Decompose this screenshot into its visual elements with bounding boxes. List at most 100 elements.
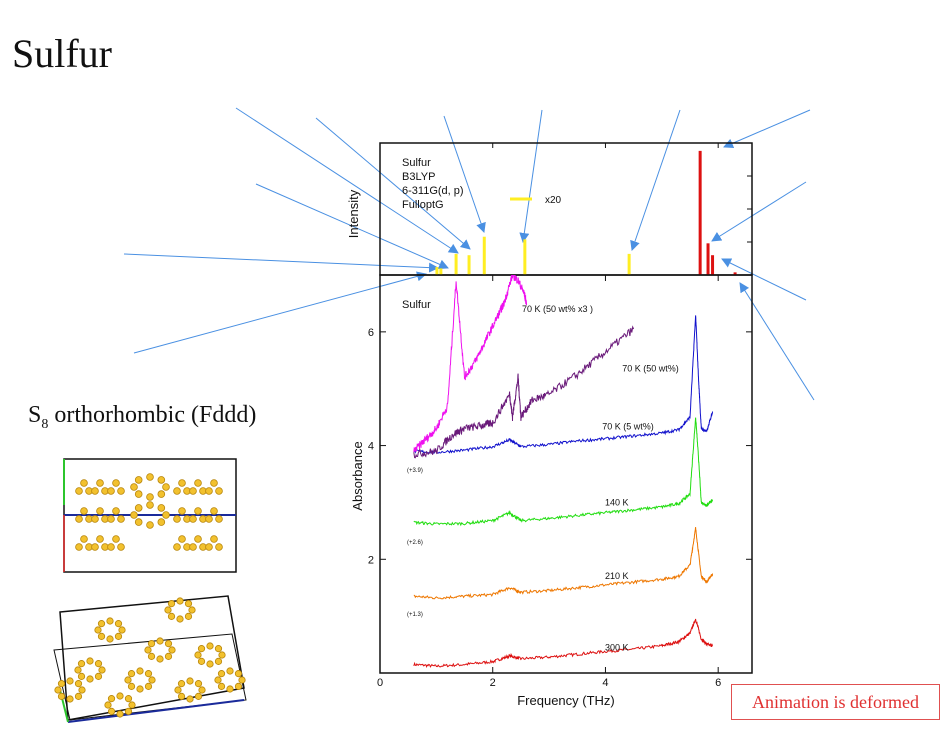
series-label: 70 K (50 wt%): [622, 364, 679, 374]
subtitle-text: orthorhombic (Fddd): [48, 402, 257, 428]
sulfur-atom: [124, 676, 132, 684]
frequency-axis-label: Frequency (THz): [517, 693, 615, 708]
sulfur-atom: [124, 707, 133, 715]
sulfur-atom: [173, 515, 181, 523]
spectrum-line: [413, 325, 635, 459]
sulfur-atom: [77, 672, 86, 680]
x-tick-label: 2: [490, 677, 496, 689]
sulfur-atom: [156, 655, 164, 663]
sulfur-atom: [178, 479, 186, 487]
sulfur-atom: [57, 692, 66, 700]
sulfur-atom: [75, 543, 83, 551]
sulfur-atom: [173, 543, 181, 551]
sulfur-atom: [97, 620, 106, 628]
sulfur-atom: [114, 632, 123, 640]
sulfur-atom: [177, 692, 186, 700]
y-tick-label: 4: [368, 441, 374, 453]
sulfur-atom: [205, 515, 213, 523]
sulfur-atom: [148, 676, 156, 684]
animation-deformed-badge: Animation is deformed: [731, 684, 940, 720]
sulfur-atom: [186, 677, 194, 685]
sulfur-atom: [162, 511, 170, 519]
sulfur-atom: [75, 487, 83, 495]
sulfur-atom: [176, 615, 184, 623]
sulfur-atom: [214, 676, 222, 684]
sulfur-atom: [164, 652, 173, 660]
sulfur-atom: [96, 479, 104, 487]
sulfur-atom: [197, 657, 206, 665]
sulfur-atom: [194, 680, 203, 688]
series-label: 300 K: [605, 642, 629, 652]
sulfur-atom: [94, 660, 103, 668]
crystal-structure-top-view: [63, 458, 237, 573]
mode-arrow: [630, 109, 681, 251]
mode-arrow: [123, 253, 439, 273]
sulfur-atom: [164, 606, 172, 614]
sulfur-atom: [206, 642, 214, 650]
sulfur-atom: [164, 640, 173, 648]
sulfur-atom: [146, 493, 154, 501]
sulfur-atom: [130, 511, 138, 519]
mode-arrow: [315, 117, 471, 250]
sulfur-atom: [134, 504, 143, 512]
sulfur-atom: [178, 507, 186, 515]
sulfur-atom: [214, 657, 223, 665]
y-tick-label: 6: [368, 327, 374, 339]
sulfur-atom: [118, 626, 126, 634]
intensity-axis-label: Intensity: [346, 189, 361, 238]
series-label: 140 K: [605, 497, 629, 507]
sulfur-atom: [215, 543, 223, 551]
sulfur-atom: [54, 686, 62, 694]
sulfur-atom: [80, 479, 88, 487]
sulfur-atom: [117, 515, 125, 523]
sulfur-atom: [176, 597, 184, 605]
sulfur-atom: [134, 518, 143, 526]
subtitle-subscript: 8: [41, 416, 49, 432]
panel-label: Sulfur: [402, 299, 431, 311]
offset-label: (+1.3): [407, 612, 423, 618]
sulfur-atom: [107, 695, 116, 703]
spectrum-line: [413, 527, 713, 600]
sulfur-atom: [57, 680, 66, 688]
mode-arrow: [711, 181, 807, 242]
sulfur-atom: [128, 701, 136, 709]
series-label: 70 K (50 wt% x3 ): [522, 304, 593, 314]
sulfur-atom: [157, 504, 166, 512]
spectrum-line: [413, 315, 713, 455]
method-line-3: 6-311G(d, p): [402, 185, 464, 197]
sulfur-atom: [238, 676, 246, 684]
sulfur-atom: [194, 651, 202, 659]
sulfur-atom: [66, 695, 74, 703]
sulfur-atom: [210, 535, 218, 543]
sulfur-atom: [74, 692, 83, 700]
sulfur-atom: [117, 543, 125, 551]
spectrum-line: [413, 618, 713, 669]
sulfur-atom: [107, 707, 116, 715]
offset-label: (+2.6): [407, 540, 423, 546]
sulfur-atom: [210, 479, 218, 487]
sulfur-atom: [178, 535, 186, 543]
method-line-2: B3LYP: [402, 171, 435, 183]
sulfur-atom: [96, 507, 104, 515]
sulfur-atom: [117, 487, 125, 495]
sulfur-atom: [144, 682, 153, 690]
sulfur-atom: [75, 515, 83, 523]
sulfur-atom: [157, 518, 166, 526]
method-line-4: FulloptG: [402, 199, 444, 211]
sulfur-atom: [206, 660, 214, 668]
mode-arrow: [443, 115, 486, 233]
mode-arrow: [133, 271, 427, 354]
sulfur-atom: [107, 515, 115, 523]
sulfur-atom: [146, 473, 154, 481]
sulfur-atom: [194, 692, 203, 700]
sulfur-atom: [127, 682, 136, 690]
sulfur-atom: [215, 515, 223, 523]
sulfur-atom: [107, 543, 115, 551]
mode-arrows: [123, 107, 815, 401]
sulfur-atom: [189, 543, 197, 551]
sulfur-atom: [177, 680, 186, 688]
sulfur-atom: [86, 675, 94, 683]
sulfur-atom: [210, 507, 218, 515]
crystal-structure-title: S8 orthorhombic (Fddd): [28, 402, 256, 433]
sulfur-atom: [174, 686, 182, 694]
